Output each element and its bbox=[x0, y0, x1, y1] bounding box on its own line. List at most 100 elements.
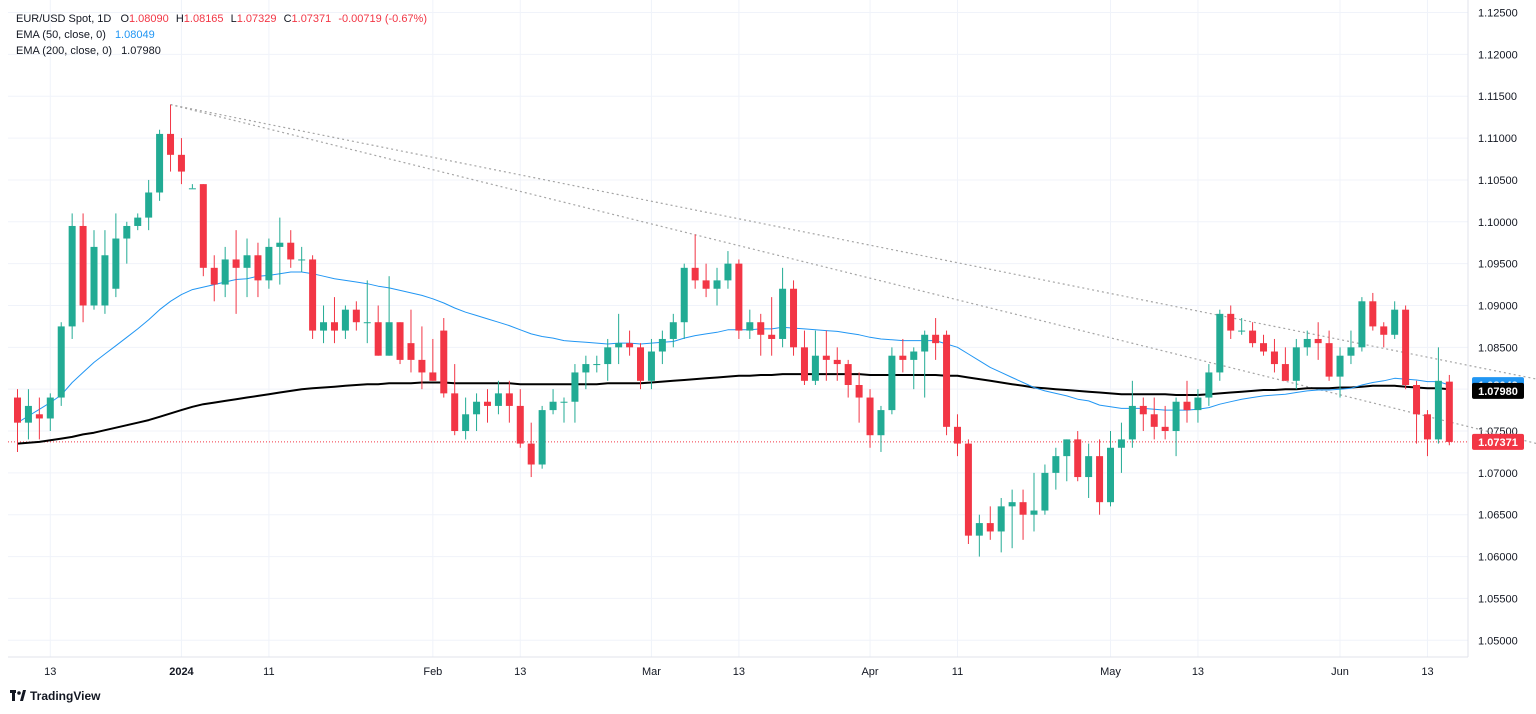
price-axis: 1.12500 1.12000 1.11500 1.11000 1.10500 1.100… bbox=[1478, 8, 1518, 648]
candle-up bbox=[221, 246, 229, 298]
price-tick-label: 1.12500 bbox=[1478, 8, 1518, 20]
candle-body bbox=[35, 414, 43, 419]
candle-body bbox=[210, 267, 218, 285]
candle-body bbox=[571, 372, 579, 402]
time-tick-label: Feb bbox=[423, 666, 442, 678]
candle-body bbox=[691, 267, 699, 281]
price-tag: 1.07980 bbox=[1472, 382, 1524, 399]
candle-body bbox=[68, 225, 76, 327]
candle-up bbox=[1030, 472, 1038, 532]
candle-up bbox=[724, 251, 732, 289]
grid-lines bbox=[8, 0, 1468, 657]
candle-down bbox=[330, 297, 338, 344]
candle-up bbox=[243, 238, 251, 298]
candle-body bbox=[494, 393, 502, 406]
tradingview-logo[interactable]: TradingView bbox=[10, 689, 100, 703]
candle-down bbox=[210, 255, 218, 302]
candle-up bbox=[647, 338, 655, 390]
candle-up bbox=[582, 355, 590, 390]
price-tick-label: 1.09500 bbox=[1478, 259, 1518, 271]
candle-body bbox=[363, 322, 371, 324]
candle-body bbox=[1085, 456, 1093, 478]
candle-body bbox=[877, 410, 885, 436]
candle-body bbox=[1336, 355, 1344, 377]
candle-body bbox=[1314, 338, 1322, 344]
legend-symbol: EUR/USD Spot, 1D bbox=[16, 13, 112, 25]
candle-down bbox=[1227, 305, 1235, 339]
candle-body bbox=[702, 280, 710, 289]
candle-down bbox=[374, 305, 382, 356]
candle-down bbox=[943, 330, 951, 436]
chart-legend: EUR/USD Spot, 1D O1.08090 H1.08165 L1.07… bbox=[16, 11, 431, 59]
candle-up bbox=[680, 263, 688, 339]
tradingview-logo-icon bbox=[10, 690, 26, 701]
candle-down bbox=[199, 184, 207, 277]
candle-body bbox=[1445, 381, 1453, 442]
legend-change: -0.00719 (-0.67%) bbox=[338, 13, 428, 25]
candle-body bbox=[330, 322, 338, 331]
candle-up bbox=[1008, 489, 1016, 549]
candle-up bbox=[1041, 464, 1049, 515]
candle-body bbox=[232, 259, 240, 268]
candle-body bbox=[1413, 384, 1421, 415]
time-tick-label: Apr bbox=[861, 666, 878, 678]
candle-up bbox=[1085, 443, 1093, 498]
candle-down bbox=[866, 389, 874, 448]
candle-body bbox=[833, 359, 841, 365]
price-tick-label: 1.09000 bbox=[1478, 300, 1518, 312]
candle-body bbox=[473, 401, 481, 415]
candle-down bbox=[1380, 322, 1388, 348]
candle-down bbox=[1402, 305, 1410, 390]
time-tick-label: 13 bbox=[44, 666, 56, 678]
candle-down bbox=[691, 234, 699, 289]
candle-body bbox=[46, 397, 54, 419]
candle-down bbox=[177, 138, 185, 185]
candle-body bbox=[265, 246, 273, 281]
candle-body bbox=[1292, 347, 1300, 381]
candle-body bbox=[932, 334, 940, 344]
candle-up bbox=[1347, 330, 1355, 365]
candle-up bbox=[549, 389, 557, 415]
candle-up bbox=[341, 305, 349, 339]
time-tick-label: 13 bbox=[733, 666, 745, 678]
candle-body bbox=[1369, 301, 1377, 327]
candle-up bbox=[1205, 364, 1213, 406]
candle-body bbox=[462, 414, 470, 432]
candle-up bbox=[134, 213, 142, 231]
legend-ohlc-row: EUR/USD Spot, 1D O1.08090 H1.08165 L1.07… bbox=[16, 11, 431, 27]
candle-up bbox=[1194, 389, 1202, 423]
candle-body bbox=[680, 267, 688, 323]
candle-down bbox=[1270, 338, 1278, 373]
price-tag-label: 1.07980 bbox=[1478, 386, 1518, 398]
candle-body bbox=[243, 255, 251, 268]
candle-up bbox=[473, 393, 481, 432]
candle-body bbox=[287, 242, 295, 260]
candle-body bbox=[538, 410, 546, 465]
candle-body bbox=[112, 238, 120, 289]
candle-body bbox=[582, 364, 590, 373]
candle-body bbox=[790, 288, 798, 348]
candle-body bbox=[90, 246, 98, 306]
candle-body bbox=[1107, 447, 1114, 503]
candle-up bbox=[1063, 439, 1071, 482]
candle-body bbox=[1358, 301, 1366, 348]
candle-body bbox=[1096, 456, 1104, 503]
candle-down bbox=[844, 359, 852, 398]
time-tick-label: Jun bbox=[1331, 666, 1349, 678]
legend-ema50-label: EMA (50, close, 0) bbox=[16, 29, 106, 41]
candle-up bbox=[658, 330, 666, 365]
candle-down bbox=[1281, 347, 1289, 381]
candle-body bbox=[320, 322, 328, 331]
candle-down bbox=[822, 330, 830, 381]
candle-down bbox=[429, 338, 437, 381]
candle-body bbox=[669, 322, 677, 339]
candle-body bbox=[1205, 372, 1213, 398]
candle-up bbox=[1216, 309, 1224, 381]
candle-up bbox=[713, 267, 721, 306]
candle-body bbox=[57, 326, 65, 398]
candle-body bbox=[1260, 343, 1268, 352]
candle-up bbox=[1303, 330, 1311, 356]
candle-down bbox=[1096, 439, 1104, 515]
